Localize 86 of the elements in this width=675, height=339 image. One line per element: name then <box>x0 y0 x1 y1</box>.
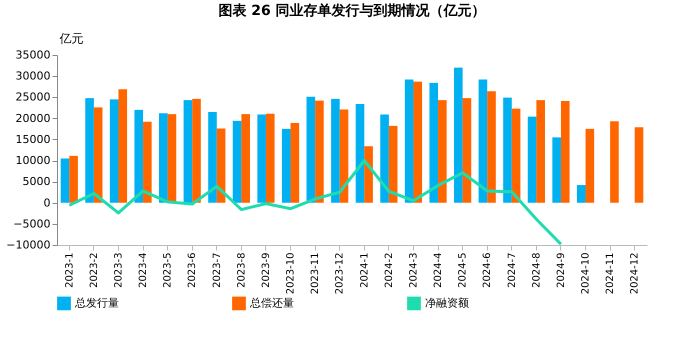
legend-label: 总发行量 <box>74 296 119 310</box>
legend-label: 净融资额 <box>425 296 469 310</box>
bar <box>340 109 348 203</box>
bar <box>192 98 201 203</box>
x-tick-label: 2023-2 <box>88 252 100 288</box>
chart-title: 图表 26 同业存单发行与到期情况（亿元） <box>218 3 486 19</box>
bar <box>208 112 217 203</box>
legend-label: 总偿还量 <box>249 296 294 310</box>
bar <box>331 98 340 203</box>
bar <box>528 116 536 203</box>
x-tick-label: 2024-5 <box>458 252 469 288</box>
bar <box>356 104 364 203</box>
bar <box>503 98 512 203</box>
x-tick-label: 2024-11 <box>605 252 616 294</box>
bar <box>512 108 520 203</box>
x-tick-label: 2023-3 <box>113 252 124 288</box>
x-tick-label: 2024-9 <box>556 252 567 288</box>
x-tick-label: 2023-11 <box>310 252 322 294</box>
bar <box>143 122 152 203</box>
bar <box>232 120 242 203</box>
y-tick-label: 25000 <box>16 90 50 104</box>
bar <box>60 158 70 203</box>
bar <box>429 82 438 203</box>
y-tick-label: 30000 <box>16 70 50 83</box>
x-tick-label: 2024-6 <box>482 252 494 288</box>
x-tick-label: 2023-5 <box>162 252 174 288</box>
y-axis-title: 亿元 <box>58 32 84 46</box>
x-tick-label: 2024-7 <box>506 252 518 288</box>
bar <box>404 79 414 203</box>
y-tick-label: 5000 <box>22 175 50 188</box>
bar <box>610 121 619 203</box>
y-tick-label: 0 <box>44 196 50 210</box>
x-tick-label: 2023-12 <box>334 252 346 294</box>
bar <box>487 91 496 203</box>
bar <box>454 68 463 203</box>
y-tick-label: −10000 <box>6 238 50 252</box>
x-tick-label: 2023-6 <box>187 252 198 288</box>
bar <box>364 146 373 203</box>
x-tick-label: 2024-2 <box>384 252 395 288</box>
x-tick-label: 2023-10 <box>286 252 297 294</box>
bar <box>85 98 94 203</box>
y-tick-label: 20000 <box>16 112 50 125</box>
bar <box>159 113 168 203</box>
x-tick-label: 2023-9 <box>260 252 272 288</box>
bar <box>388 126 398 203</box>
x-tick-label: 2024-3 <box>408 252 420 288</box>
bar <box>438 100 447 203</box>
bar <box>94 107 102 203</box>
x-tick-label: 2023-7 <box>212 252 223 288</box>
bar <box>282 128 291 203</box>
bar <box>478 79 488 203</box>
bar <box>118 89 128 203</box>
bar <box>413 82 422 203</box>
bar <box>315 100 324 203</box>
bar <box>184 100 192 203</box>
bar <box>110 99 118 203</box>
bar <box>216 128 226 203</box>
x-tick-label: 2023-1 <box>64 252 76 288</box>
x-tick-label: 2024-4 <box>433 252 444 288</box>
x-tick-label: 2023-8 <box>236 252 248 288</box>
bar <box>290 122 300 203</box>
bar <box>576 185 586 203</box>
y-tick-label: 35000 <box>16 48 50 62</box>
bar <box>241 114 250 203</box>
bar <box>69 156 78 203</box>
x-tick-label: 2024-8 <box>531 252 542 288</box>
line-series <box>68 159 562 246</box>
bar <box>560 101 570 203</box>
x-tick-label: 2023-4 <box>138 252 150 288</box>
bar <box>552 137 561 203</box>
bar <box>257 114 266 203</box>
x-tick-label: 2024-10 <box>580 252 592 294</box>
x-tick-label: 2024-1 <box>359 252 370 288</box>
bar <box>306 96 316 203</box>
bar <box>462 98 472 203</box>
y-tick-label: 10000 <box>16 154 50 168</box>
bar <box>586 128 594 203</box>
bar <box>134 110 144 203</box>
bar <box>634 127 644 203</box>
y-tick-label: −5000 <box>13 217 50 230</box>
y-tick-label: 15000 <box>16 132 50 146</box>
bar <box>380 114 389 203</box>
bar <box>168 114 176 203</box>
bar <box>266 114 275 203</box>
x-tick-label: 2024-12 <box>630 252 641 294</box>
bar <box>536 100 545 203</box>
